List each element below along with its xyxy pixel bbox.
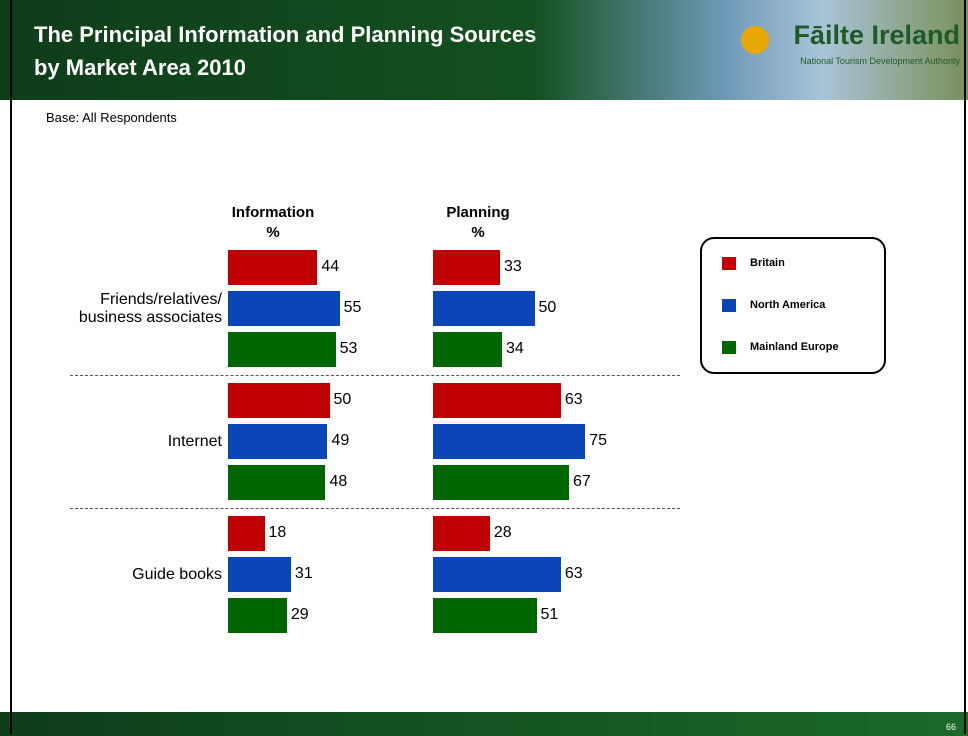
value-label: 48 — [329, 473, 348, 490]
legend-label: North America — [750, 299, 826, 311]
bar — [228, 332, 336, 367]
legend-label: Britain — [750, 257, 785, 269]
logo-icon — [741, 26, 769, 54]
value-label: 28 — [493, 524, 512, 541]
value-label: 29 — [290, 606, 309, 623]
value-label: 53 — [339, 340, 358, 357]
value-label: 33 — [503, 258, 522, 275]
legend-swatch — [722, 299, 736, 312]
value-label: 18 — [268, 524, 287, 541]
logo-subtitle: National Tourism Development Authority — [800, 56, 960, 66]
legend — [700, 237, 886, 374]
bar — [433, 557, 561, 592]
bar — [433, 291, 535, 326]
value-label: 63 — [564, 565, 583, 582]
value-label: 67 — [573, 473, 591, 490]
logo: Fāilte Ireland — [793, 20, 960, 50]
legend-swatch — [722, 341, 736, 354]
category-label: Guide books — [132, 565, 222, 583]
separator — [70, 508, 680, 509]
value-label: 34 — [506, 340, 524, 357]
header-band — [0, 0, 968, 100]
bar — [228, 424, 328, 459]
legend-label: Mainland Europe — [750, 341, 839, 353]
separator — [70, 375, 680, 376]
bar — [228, 598, 287, 633]
panel-title: Planning — [446, 204, 510, 221]
value-label: 50 — [538, 299, 557, 316]
bar — [228, 516, 265, 551]
bar — [228, 291, 340, 326]
bar — [433, 383, 561, 418]
bar — [433, 424, 586, 459]
panel-title: Information — [231, 204, 315, 221]
bar — [433, 250, 500, 285]
value-label: 31 — [294, 565, 313, 582]
category-label: Internet — [167, 432, 222, 450]
title-line: The Principal Information and Planning S… — [34, 22, 537, 47]
bar — [433, 332, 503, 367]
bar — [228, 383, 330, 418]
value-label: 49 — [331, 432, 350, 449]
bar — [228, 465, 326, 500]
value-label: 50 — [333, 391, 352, 408]
value-label: 44 — [321, 258, 340, 275]
page-number: 66 — [945, 722, 956, 732]
panel-unit: % — [266, 224, 280, 241]
title-line: by Market Area 2010 — [34, 55, 246, 80]
base-note: Base: All Respondents — [46, 110, 177, 125]
bar — [228, 557, 291, 592]
bar — [228, 250, 318, 285]
footer-band — [0, 712, 968, 736]
category-label: Friends/relatives/ business associates — [78, 290, 222, 326]
value-label: 75 — [589, 432, 608, 449]
legend-swatch — [722, 257, 736, 270]
bar — [433, 516, 490, 551]
panel-unit: % — [471, 224, 485, 241]
bar — [433, 598, 537, 633]
value-label: 51 — [540, 606, 559, 623]
bar — [433, 465, 569, 500]
slide-title: The Principal Information and Planning S… — [34, 18, 536, 84]
value-label: 55 — [343, 299, 362, 316]
value-label: 63 — [564, 391, 583, 408]
